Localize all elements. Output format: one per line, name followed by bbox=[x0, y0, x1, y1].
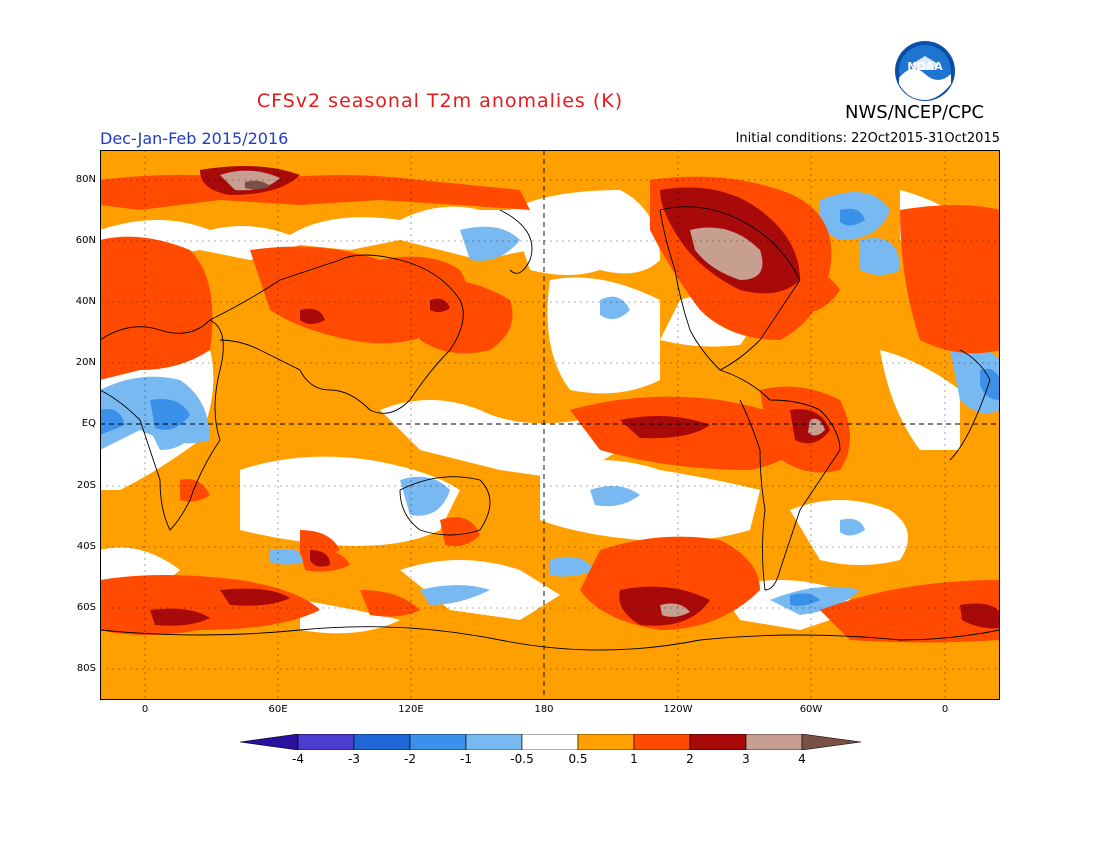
colorbar-label: 3 bbox=[742, 752, 750, 766]
logo-text: NOAA bbox=[907, 60, 943, 73]
colorbar-label: -3 bbox=[348, 752, 360, 766]
lat-label: 40N bbox=[75, 296, 96, 307]
colorbar-label: 0.5 bbox=[568, 752, 588, 766]
colorbar-label: -4 bbox=[292, 752, 304, 766]
lon-label: 60W bbox=[799, 704, 823, 715]
lon-label: 120E bbox=[398, 704, 424, 715]
colorbar-label: 2 bbox=[686, 752, 694, 766]
colorbar-segment bbox=[577, 734, 635, 750]
anomaly-map bbox=[100, 150, 1000, 700]
map-frame bbox=[100, 150, 1000, 700]
colorbar-segment bbox=[465, 734, 523, 750]
colorbar-segment bbox=[521, 734, 579, 750]
lat-label: 80S bbox=[76, 663, 96, 674]
coastlines bbox=[100, 206, 1000, 651]
lat-label: 80N bbox=[75, 174, 96, 185]
lat-label: 60N bbox=[75, 235, 96, 246]
lon-label: 60E bbox=[268, 704, 288, 715]
warm-anomaly-brown bbox=[245, 180, 270, 190]
colorbar-label: 4 bbox=[798, 752, 806, 766]
lon-label: 180 bbox=[534, 704, 554, 715]
colorbar-label: -1 bbox=[460, 752, 472, 766]
colorbar-label: -2 bbox=[404, 752, 416, 766]
colorbar-segment bbox=[409, 734, 467, 750]
graticule bbox=[100, 150, 1000, 700]
noaa-logo: NOAA bbox=[895, 41, 955, 101]
lat-label: EQ bbox=[81, 418, 96, 429]
warm-anomaly-tan bbox=[220, 170, 825, 617]
season-label: Dec-Jan-Feb 2015/2016 bbox=[100, 129, 289, 148]
reference-lines bbox=[100, 150, 1000, 700]
map-title: CFSv2 seasonal T2m anomalies (K) bbox=[256, 90, 624, 112]
colorbar-label: -0.5 bbox=[510, 752, 534, 766]
colorbar-label: 1 bbox=[630, 752, 638, 766]
initial-conditions-label: Initial conditions: 22Oct2015-31Oct2015 bbox=[735, 131, 1000, 146]
agency-label: NWS/NCEP/CPC bbox=[845, 102, 985, 123]
colorbar-segment bbox=[633, 734, 691, 750]
lat-label: 20S bbox=[76, 480, 96, 491]
colorbar-segment bbox=[353, 734, 411, 750]
latitude-axis: 80N 60N 40N 20N EQ 20S 40S 60S 80S bbox=[60, 150, 96, 700]
colorbar-segment bbox=[689, 734, 747, 750]
lon-label: 0 bbox=[941, 704, 949, 715]
colorbar-segment bbox=[745, 734, 803, 750]
lat-label: 40S bbox=[76, 541, 96, 552]
cold-anomaly-medium bbox=[100, 208, 1000, 606]
anomaly-map-svg bbox=[100, 150, 1000, 700]
lon-label: 120W bbox=[663, 704, 693, 715]
colorbar-segment bbox=[297, 734, 355, 750]
colorbar-segment bbox=[801, 734, 862, 750]
colorbar bbox=[240, 734, 862, 750]
colorbar-segment bbox=[240, 734, 299, 750]
lon-label: 0 bbox=[141, 704, 149, 715]
lat-label: 20N bbox=[75, 357, 96, 368]
lat-label: 60S bbox=[76, 602, 96, 613]
